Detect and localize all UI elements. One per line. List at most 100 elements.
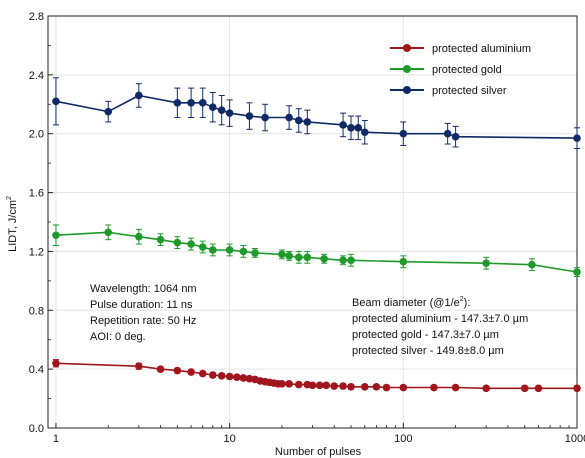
- data-point: [135, 232, 143, 241]
- data-point: [52, 359, 60, 368]
- data-point: [217, 106, 226, 114]
- data-point: [278, 380, 286, 388]
- beam-title-main: Beam diameter (@1/e: [352, 297, 460, 309]
- data-point: [294, 116, 303, 125]
- legend: protected aluminium protected gold prote…: [390, 43, 531, 97]
- x-tick-label: 100: [394, 433, 412, 445]
- data-point: [225, 246, 234, 254]
- data-point: [104, 228, 113, 237]
- data-point: [285, 252, 293, 260]
- x-axis-title: Number of pulses: [275, 446, 362, 458]
- data-point: [104, 107, 113, 116]
- data-point: [360, 383, 369, 391]
- beam-title: Beam diameter (@1/e2):: [352, 296, 470, 309]
- data-point: [251, 249, 259, 257]
- data-point: [520, 384, 529, 393]
- data-point: [573, 384, 581, 393]
- note-wavelength: Wavelength: 1064 nm: [90, 283, 197, 295]
- data-point: [225, 372, 234, 381]
- data-point: [443, 129, 452, 138]
- data-point: [278, 250, 286, 259]
- data-point: [372, 383, 381, 391]
- data-point: [347, 124, 355, 132]
- data-point: [360, 128, 369, 137]
- data-point: [173, 99, 182, 107]
- y-tick-label: 0.8: [29, 305, 44, 317]
- data-point: [208, 246, 217, 254]
- beam-gold: protected gold - 147.3±7.0 µm: [352, 329, 499, 341]
- data-point: [187, 368, 195, 376]
- y-axis-title-sup: 2: [6, 196, 13, 200]
- data-point: [156, 365, 165, 373]
- data-point: [52, 97, 60, 106]
- data-point: [430, 383, 438, 392]
- data-point: [347, 383, 355, 391]
- legend-label-gold: protected gold: [432, 64, 502, 76]
- legend-marker-gold: [403, 65, 411, 73]
- data-point: [261, 113, 269, 122]
- note-aoi: AOI: 0 deg.: [90, 331, 146, 343]
- data-point: [322, 381, 331, 390]
- data-point: [339, 382, 347, 390]
- legend-label-silver: protected silver: [432, 85, 507, 97]
- data-point: [294, 380, 303, 389]
- data-point: [198, 369, 207, 378]
- beam-diameter-note: Beam diameter (@1/e2): protected alumini…: [352, 296, 528, 357]
- data-point: [303, 253, 312, 262]
- conditions-note: Wavelength: 1064 nm Pulse duration: 11 n…: [90, 283, 197, 343]
- data-point: [339, 121, 347, 129]
- data-point: [285, 380, 293, 388]
- data-point: [208, 103, 217, 112]
- data-point: [135, 362, 143, 371]
- data-point: [135, 91, 143, 100]
- data-point: [173, 366, 182, 375]
- data-point: [294, 253, 303, 262]
- data-point: [303, 118, 312, 126]
- x-tick-label: 10: [224, 433, 236, 445]
- y-tick-label: 1.6: [29, 188, 44, 200]
- data-point: [208, 371, 217, 379]
- data-point: [285, 113, 293, 122]
- data-point: [399, 129, 408, 138]
- data-point: [245, 112, 254, 120]
- note-pulse-duration: Pulse duration: 11 ns: [90, 299, 193, 311]
- data-point: [399, 257, 408, 266]
- legend-marker-aluminium: [403, 44, 411, 52]
- y-tick-label: 0.0: [29, 423, 44, 435]
- data-point: [315, 381, 324, 390]
- note-repetition-rate: Repetition rate: 50 Hz: [90, 315, 196, 327]
- data-point: [233, 373, 241, 382]
- data-point: [482, 384, 490, 393]
- series-protected-gold: [52, 224, 581, 277]
- series-line: [55, 94, 578, 139]
- series-protected-silver: [52, 77, 581, 149]
- data-point: [573, 134, 581, 142]
- y-axis-title: LIDT, J/cm2: [6, 196, 19, 252]
- series-layer: [52, 77, 581, 393]
- data-point: [173, 238, 182, 247]
- y-tick-label: 2.0: [29, 129, 44, 141]
- data-point: [354, 124, 363, 132]
- y-tick-label: 2.8: [29, 11, 44, 23]
- data-point: [239, 247, 248, 256]
- data-point: [534, 384, 543, 393]
- data-point: [347, 256, 355, 265]
- data-point: [156, 235, 165, 244]
- data-point: [187, 240, 195, 248]
- data-point: [482, 259, 490, 268]
- legend-marker-silver: [403, 86, 411, 94]
- data-point: [187, 99, 195, 107]
- y-tick-label: 0.4: [29, 364, 44, 376]
- beam-title-end: ):: [464, 297, 471, 309]
- data-point: [339, 256, 347, 265]
- data-point: [308, 381, 317, 390]
- data-point: [451, 132, 460, 141]
- y-axis-title-main: LIDT, J/cm: [7, 200, 19, 252]
- x-tick-label: 1: [53, 433, 59, 445]
- data-point: [451, 383, 460, 392]
- grid: [48, 16, 578, 428]
- legend-label-aluminium: protected aluminium: [432, 43, 531, 55]
